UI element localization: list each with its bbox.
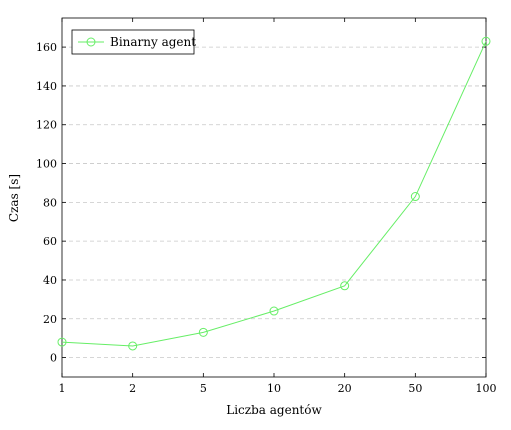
data-point [410, 192, 420, 202]
y-tick-label: 160 [36, 41, 57, 54]
series-line [61, 41, 487, 347]
x-tick-label: 20 [338, 382, 352, 395]
x-tick-label: 50 [408, 382, 422, 395]
y-ticks: 0 20 40 60 80 100 120 140 160 [36, 41, 486, 365]
y-tick-label: 80 [43, 196, 57, 209]
x-tick-label: 2 [129, 382, 136, 395]
data-point [198, 327, 208, 337]
y-tick-label: 20 [43, 313, 57, 326]
data-point [340, 281, 350, 291]
y-tick-label: 0 [50, 352, 57, 365]
legend: Binarny agent [71, 29, 196, 55]
plot-frame [61, 17, 487, 378]
y-tick-label: 120 [36, 119, 57, 132]
y-tick-label: 100 [36, 158, 57, 171]
y-tick-label: 40 [43, 274, 57, 287]
x-tick-label: 10 [267, 382, 281, 395]
x-axis-label: Liczba agentów [226, 403, 322, 417]
y-tick-label: 140 [36, 80, 57, 93]
legend-swatch-marker [86, 37, 96, 47]
legend-label: Binarny agent [110, 35, 196, 49]
data-point [57, 337, 67, 347]
y-axis-label: Czas [s] [7, 174, 21, 222]
series-line-group [57, 36, 491, 351]
x-tick-label: 100 [476, 382, 497, 395]
x-tick-label: 5 [200, 382, 207, 395]
data-point [128, 341, 138, 351]
data-point [269, 306, 279, 316]
grid-lines [62, 46, 486, 358]
y-tick-label: 60 [43, 235, 57, 248]
data-point [481, 36, 491, 46]
x-ticks: 1 2 5 10 20 50 100 [59, 18, 497, 395]
x-tick-label: 1 [59, 382, 66, 395]
